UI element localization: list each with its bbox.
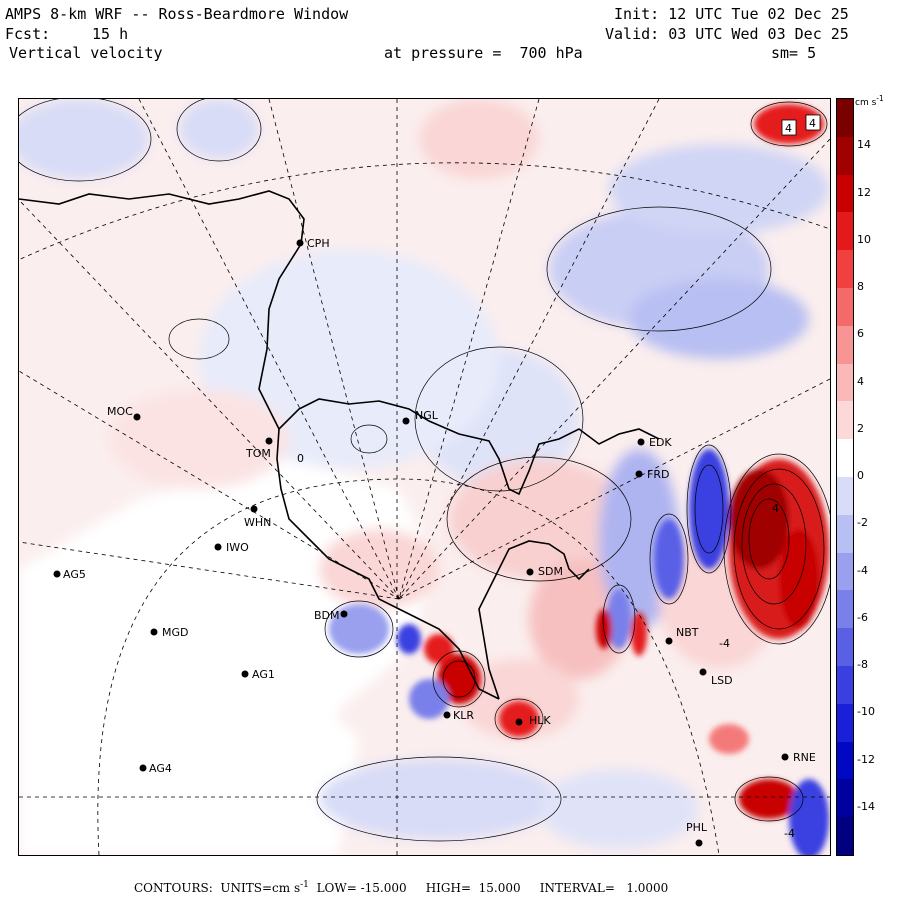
station-marker[interactable] — [340, 610, 348, 618]
station-label: WHN — [244, 516, 271, 529]
station-marker[interactable] — [635, 470, 643, 478]
colorbar-segment — [837, 590, 853, 629]
station-marker[interactable] — [637, 438, 645, 446]
valid-time: Valid: 03 UTC Wed 03 Dec 25 — [605, 25, 849, 43]
colorbar-segment — [837, 439, 853, 478]
station-marker[interactable] — [250, 505, 258, 513]
colorbar-segment — [837, 288, 853, 327]
station-marker[interactable] — [526, 568, 534, 576]
colorbar-segment — [837, 514, 853, 554]
colorbar-segment — [837, 666, 853, 705]
colorbar-segment — [837, 99, 853, 138]
vertical-velocity-map[interactable]: 4 4 0 -4 4 -4 CPH MOC NGL TOM WHN IWO AG… — [18, 98, 831, 856]
contour-lines — [19, 99, 830, 842]
colorbar-tick-label: -2 — [857, 516, 868, 530]
colorbar — [836, 98, 854, 856]
forecast-label: Fcst: — [5, 25, 51, 43]
colorbar-tick-label: 10 — [857, 232, 871, 246]
station-marker[interactable] — [665, 637, 673, 645]
station-marker[interactable] — [443, 711, 451, 719]
contour-label: 4 — [772, 502, 779, 515]
station-label: RNE — [793, 751, 816, 764]
field-name: Vertical velocity — [9, 44, 163, 62]
colorbar-tick-label: 14 — [857, 138, 871, 152]
colorbar-tick-label: 6 — [857, 327, 864, 341]
stations: CPH MOC NGL TOM WHN IWO AG5 MGD AG1 AG4 … — [53, 237, 816, 847]
colorbar-segment — [837, 174, 853, 213]
station-marker[interactable] — [139, 764, 147, 772]
colorbar-tick-label: 2 — [857, 421, 864, 435]
colorbar-segment — [837, 628, 853, 667]
station-label: HLK — [529, 714, 551, 727]
station-label: TOM — [245, 447, 271, 460]
coastline — [19, 190, 660, 700]
contour-label: -4 — [784, 827, 795, 840]
colorbar-segment — [837, 363, 853, 402]
colorbar-segment — [837, 250, 853, 289]
station-label: SDM — [538, 565, 563, 578]
colorbar-tick-label: -4 — [857, 563, 868, 577]
velocity-field — [19, 99, 829, 855]
station-label: AG5 — [63, 568, 86, 581]
station-marker[interactable] — [53, 570, 61, 578]
station-marker[interactable] — [150, 628, 158, 636]
station-label: LSD — [711, 674, 733, 687]
station-label: MGD — [162, 626, 189, 639]
contour-label: 4 — [809, 117, 816, 130]
station-marker[interactable] — [695, 839, 703, 847]
contour-label: 0 — [297, 452, 304, 465]
colorbar-tick-label: 0 — [857, 469, 864, 482]
colorbar-units: cm s-1 — [855, 94, 884, 108]
colorbar-segment — [837, 552, 853, 591]
station-marker[interactable] — [214, 543, 222, 551]
station-label: CPH — [307, 237, 330, 250]
station-label: NGL — [415, 409, 439, 422]
pressure-level: at pressure = 700 hPa — [384, 44, 583, 62]
colorbar-tick-label: -12 — [857, 752, 875, 766]
station-marker[interactable] — [265, 437, 273, 445]
colorbar-segment — [837, 741, 853, 780]
contour-info: CONTOURS: UNITS=cm s-1 LOW= -15.000 HIGH… — [134, 880, 669, 895]
station-label: EDK — [649, 436, 672, 449]
station-label: BDM — [314, 609, 340, 622]
colorbar-segment — [837, 779, 853, 818]
station-label: KLR — [453, 709, 474, 722]
station-label: MOC — [107, 405, 133, 418]
station-marker[interactable] — [402, 417, 410, 425]
station-marker[interactable] — [781, 753, 789, 761]
station-label: IWO — [226, 541, 249, 554]
station-marker[interactable] — [133, 413, 141, 421]
station-label: AG1 — [252, 668, 275, 681]
colorbar-segment — [837, 325, 853, 365]
title-text: AMPS 8-km WRF -- Ross-Beardmore Window — [5, 5, 349, 23]
colorbar-tick-label: -8 — [857, 658, 868, 671]
station-marker[interactable] — [296, 239, 304, 247]
colorbar-segment — [837, 817, 853, 856]
station-label: FRD — [647, 468, 669, 481]
station-marker[interactable] — [515, 718, 523, 726]
station-label: PHL — [686, 821, 708, 834]
colorbar-segment — [837, 136, 853, 176]
contour-label: -4 — [719, 637, 730, 650]
colorbar-tick-label: -14 — [857, 799, 875, 813]
colorbar-tick-label: 4 — [857, 374, 864, 388]
forecast-hours: 15 h — [92, 25, 129, 43]
colorbar-tick-label: -10 — [857, 705, 875, 719]
colorbar-segment — [837, 401, 853, 440]
contour-labels: 4 4 0 -4 4 -4 — [297, 114, 821, 840]
station-label: NBT — [676, 626, 699, 639]
smoothing-value: sm= 5 — [771, 44, 817, 62]
colorbar-segment — [837, 703, 853, 743]
graticule — [19, 99, 830, 855]
colorbar-tick-label: -6 — [857, 610, 868, 624]
colorbar-segment — [837, 477, 853, 516]
station-marker[interactable] — [699, 668, 707, 676]
colorbar-tick-label: 8 — [857, 280, 864, 293]
station-label: AG4 — [149, 762, 172, 775]
init-time: Init: 12 UTC Tue 02 Dec 25 — [614, 5, 849, 23]
colorbar-tick-label: 12 — [857, 185, 871, 199]
colorbar-segment — [837, 212, 853, 251]
station-marker[interactable] — [241, 670, 249, 678]
contour-label: 4 — [785, 122, 792, 135]
